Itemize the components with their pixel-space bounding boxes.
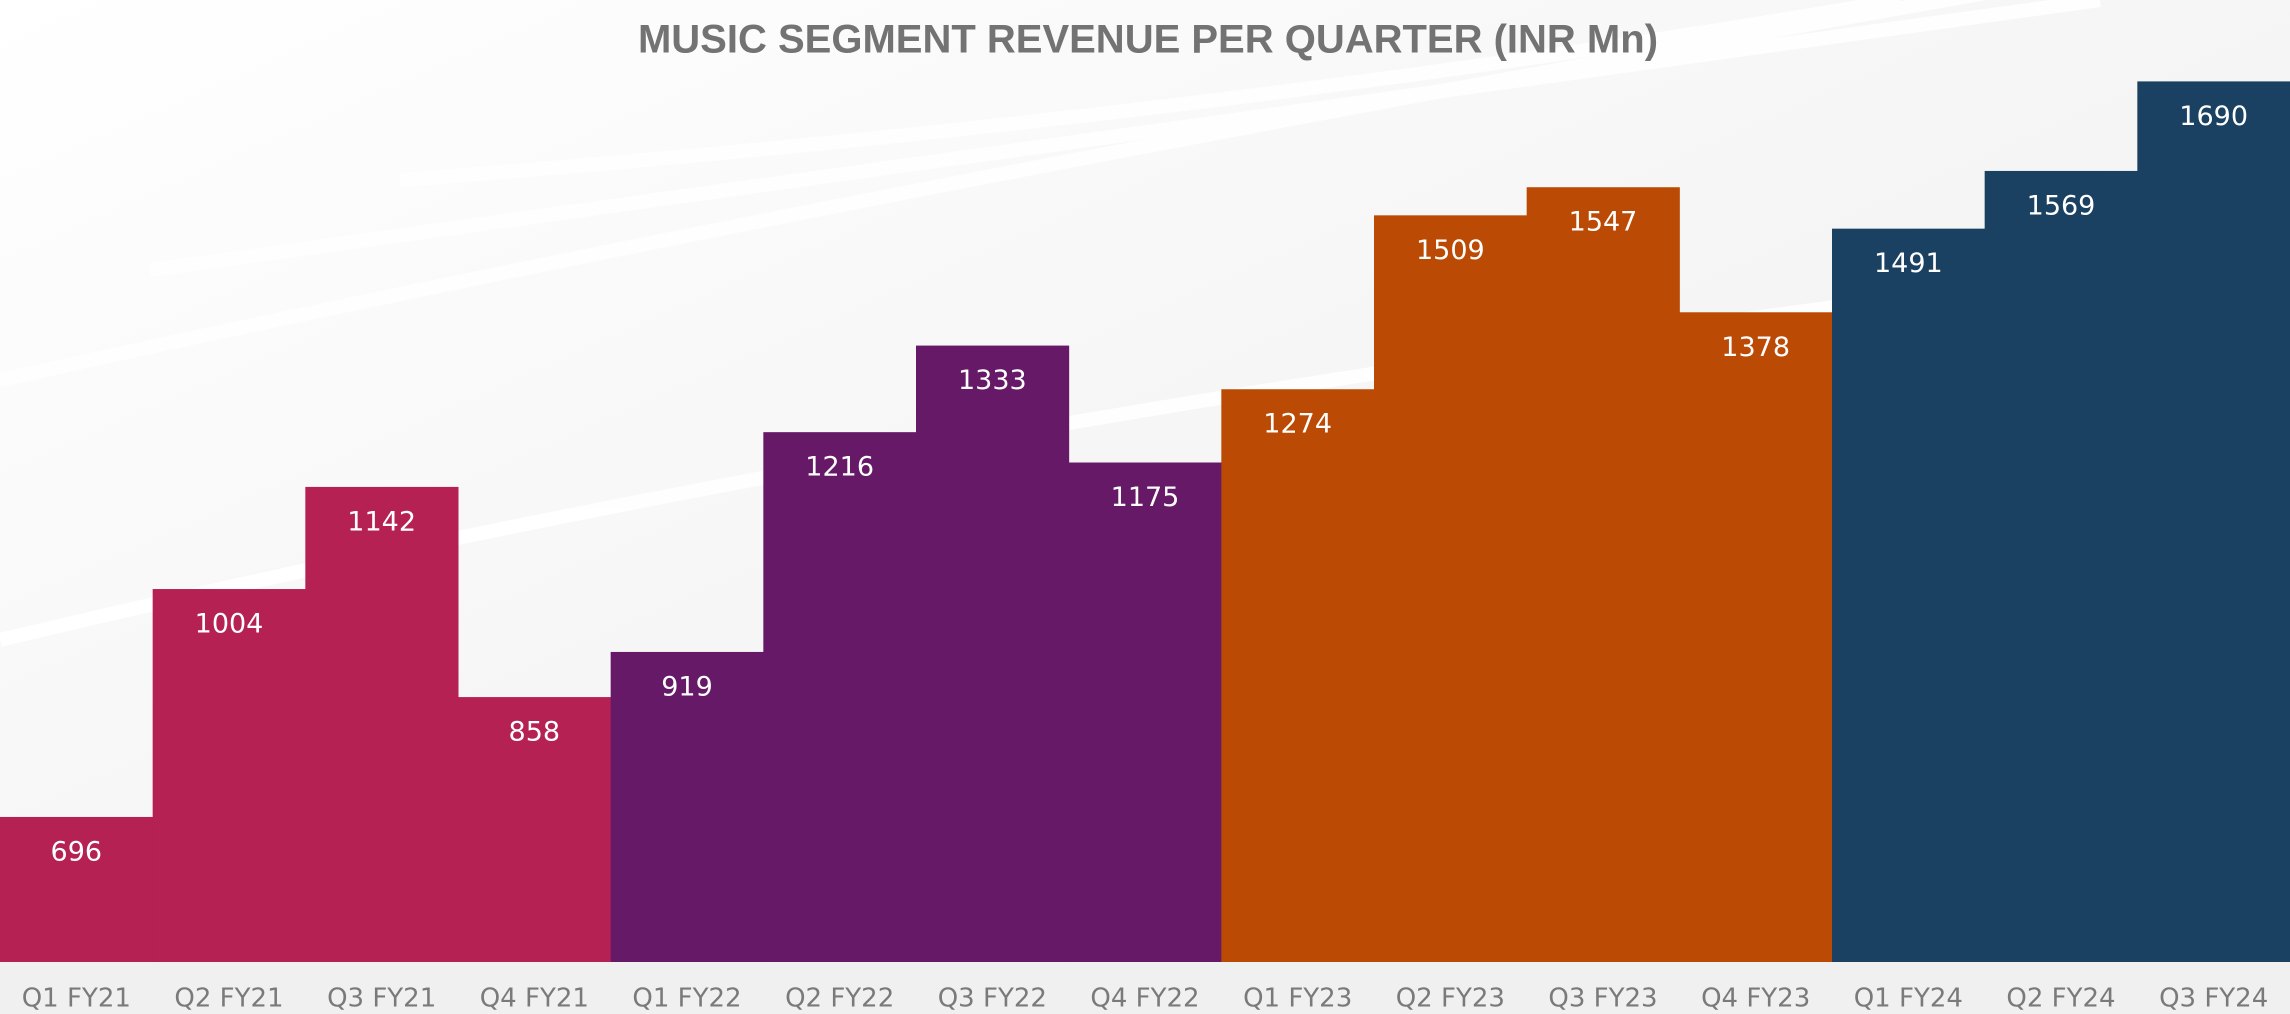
data-label: 1274 [1263, 409, 1332, 440]
data-label: 1333 [958, 365, 1027, 396]
data-label: 1216 [805, 452, 874, 483]
x-tick-label: Q4 FY21 [480, 984, 589, 1014]
bar [1068, 462, 1222, 962]
bar [763, 432, 917, 962]
chart-title: MUSIC SEGMENT REVENUE PER QUARTER (INR M… [638, 18, 1658, 62]
x-tick-label: Q3 FY23 [1548, 984, 1657, 1014]
data-label: 1509 [1416, 235, 1485, 266]
x-tick-label: Q3 FY21 [327, 984, 436, 1014]
x-tick-label: Q4 FY22 [1090, 984, 1199, 1014]
bar [1374, 215, 1528, 963]
axis-strip [0, 962, 2290, 1014]
bar [610, 651, 764, 962]
data-label: 1491 [1874, 248, 1943, 279]
bar [1526, 187, 1680, 963]
bar [152, 589, 306, 962]
bar [2137, 81, 2290, 962]
x-tick-label: Q2 FY23 [1396, 984, 1505, 1014]
bar [458, 697, 612, 962]
bar [1679, 312, 1833, 962]
x-tick-label: Q1 FY21 [22, 984, 131, 1014]
data-label: 1690 [2179, 101, 2248, 132]
data-label: 1175 [1111, 482, 1180, 513]
data-label: 1378 [1721, 332, 1790, 363]
data-label: 858 [509, 717, 561, 748]
data-label: 919 [661, 671, 713, 702]
bar [0, 816, 154, 962]
x-tick-label: Q3 FY22 [938, 984, 1047, 1014]
data-label: 1569 [2027, 190, 2096, 221]
x-tick-label: Q1 FY23 [1243, 984, 1352, 1014]
bar [1832, 228, 1986, 962]
data-label: 1004 [195, 609, 264, 640]
x-tick-label: Q2 FY24 [2006, 984, 2115, 1014]
x-tick-label: Q3 FY24 [2159, 984, 2268, 1014]
x-tick-label: Q2 FY22 [785, 984, 894, 1014]
x-tick-label: Q1 FY24 [1854, 984, 1963, 1014]
bar [916, 345, 1070, 963]
data-label: 1142 [347, 506, 416, 537]
bar [305, 486, 459, 962]
x-tick-label: Q4 FY23 [1701, 984, 1810, 1014]
bar [1984, 170, 2138, 962]
x-tick-label: Q1 FY22 [632, 984, 741, 1014]
data-label: 696 [51, 836, 103, 867]
data-label: 1547 [1569, 207, 1638, 238]
bar [1221, 389, 1375, 962]
x-tick-label: Q2 FY21 [174, 984, 283, 1014]
